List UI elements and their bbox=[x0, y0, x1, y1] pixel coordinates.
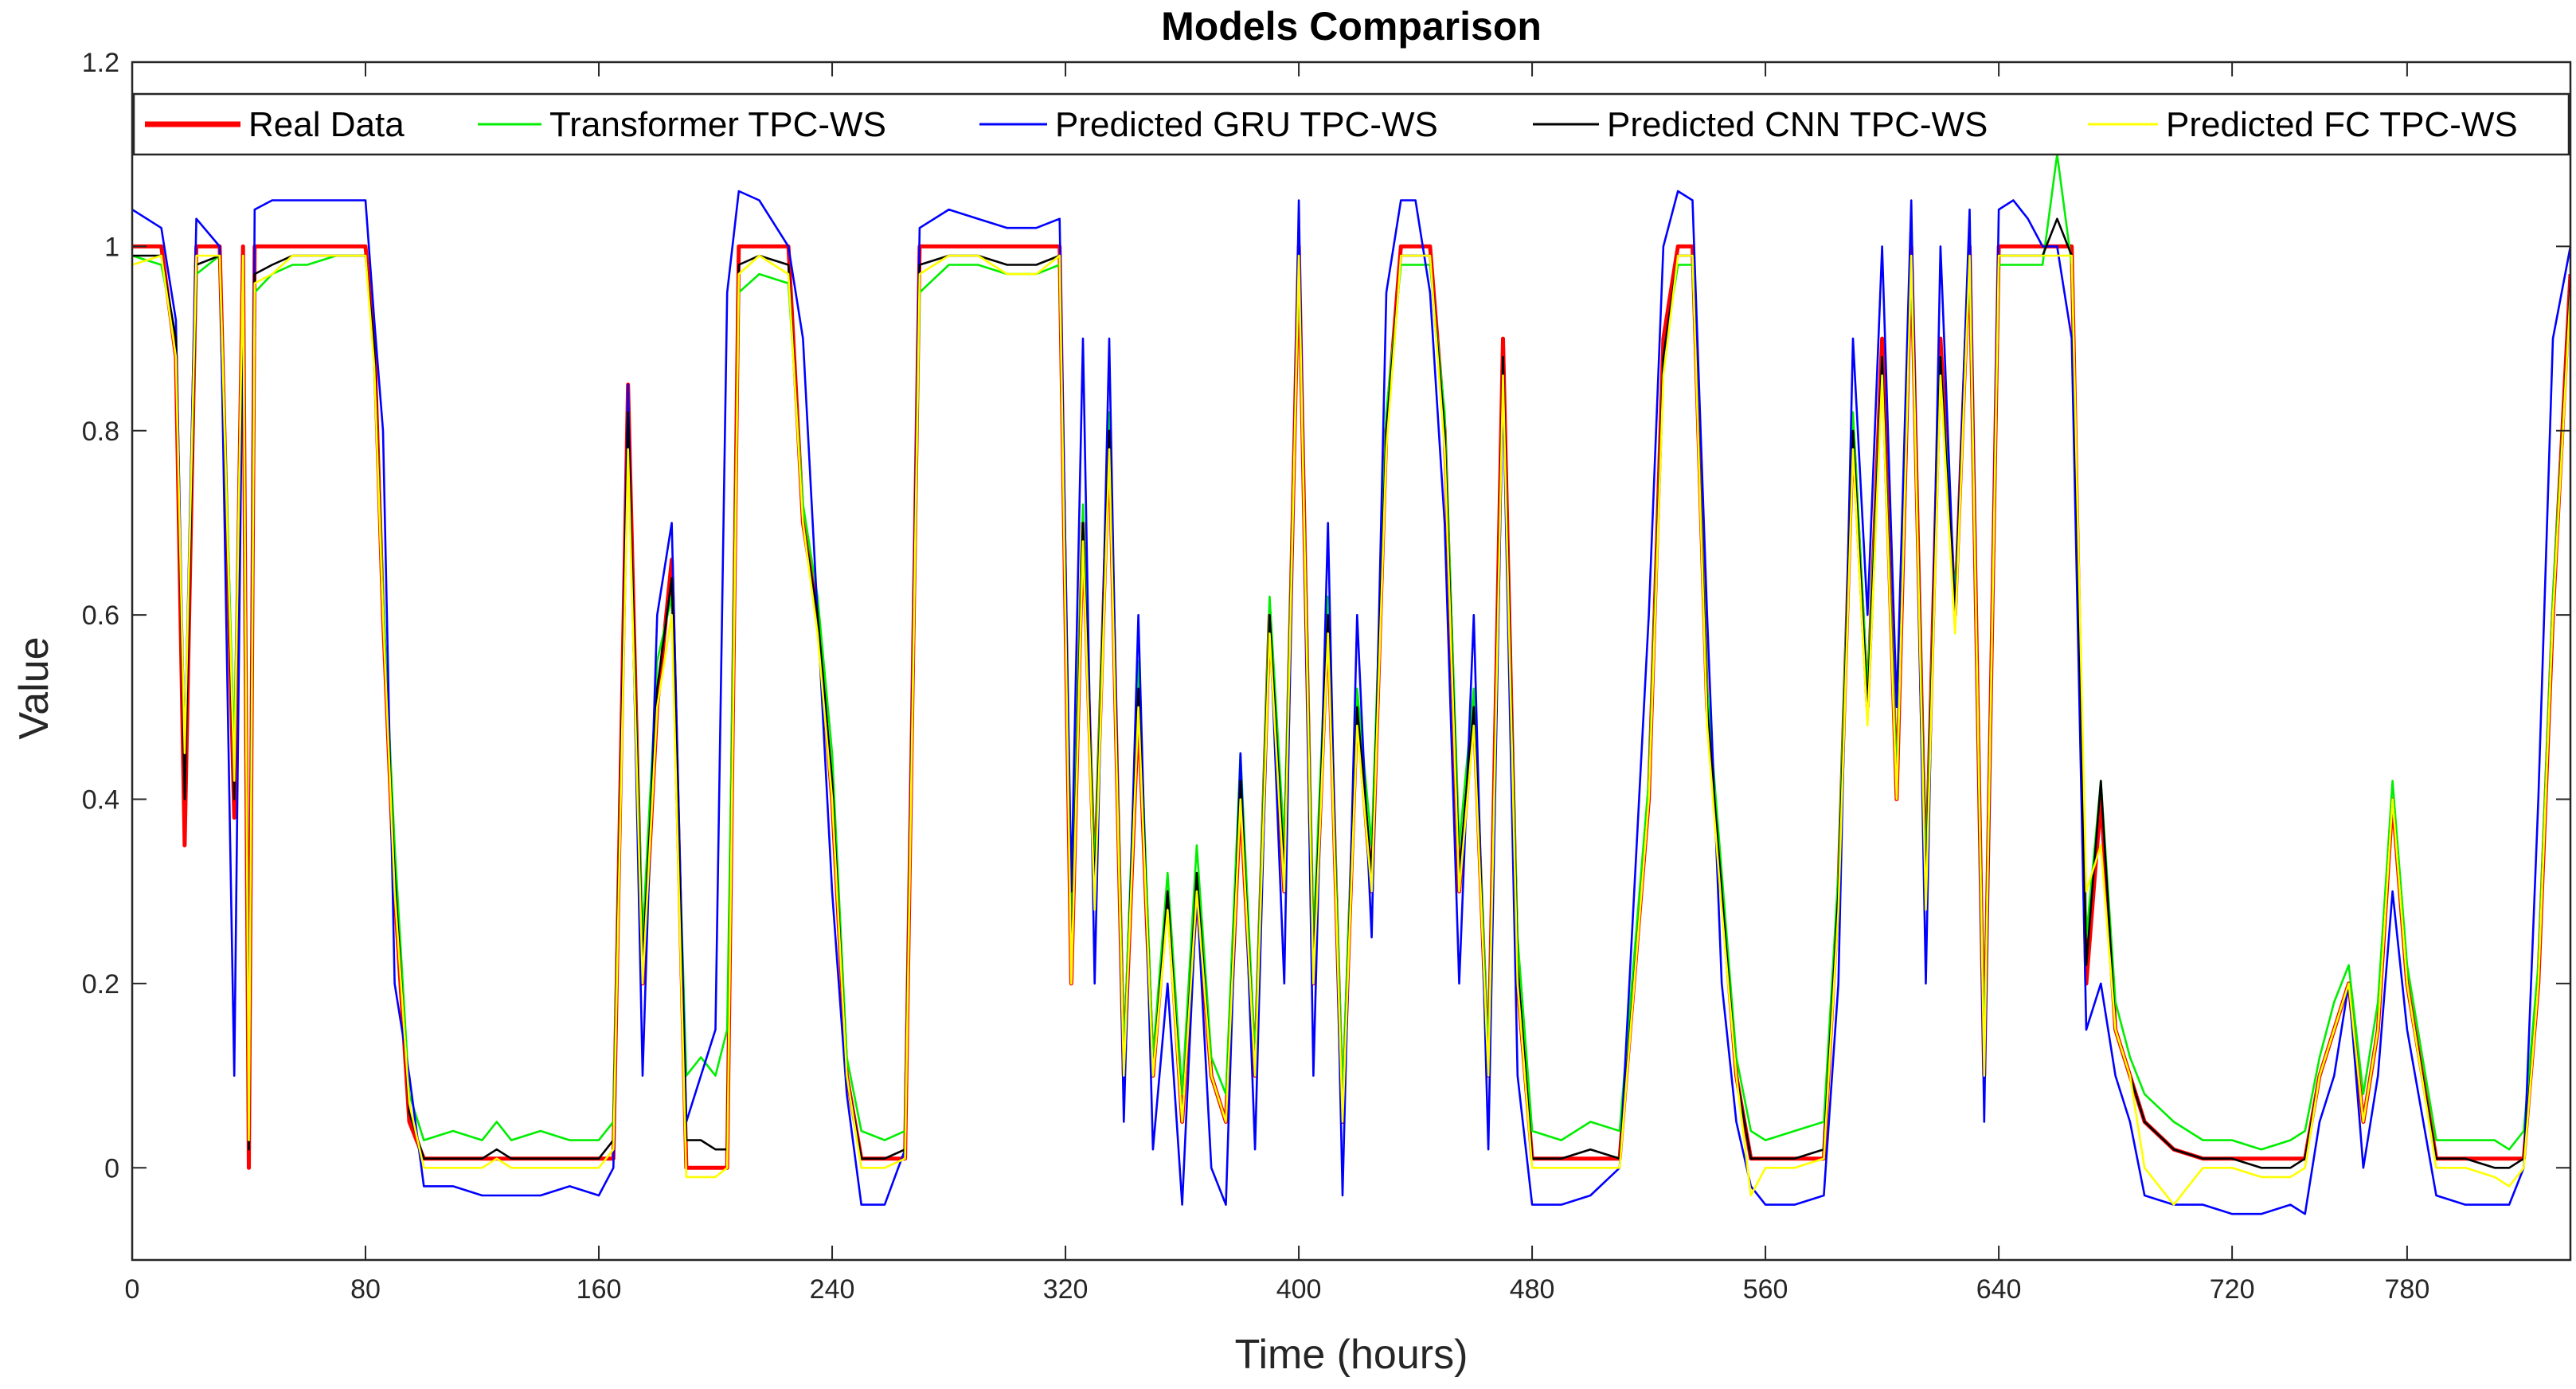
x-tick-label: 320 bbox=[1043, 1274, 1089, 1305]
legend-label-real-data: Real Data bbox=[248, 105, 405, 144]
y-tick-label: 0.6 bbox=[82, 601, 119, 631]
y-tick-label: 1 bbox=[104, 232, 119, 262]
x-tick-label: 400 bbox=[1276, 1274, 1322, 1305]
legend-label-transformer-tpc-ws: Transformer TPC-WS bbox=[549, 105, 886, 144]
x-tick-label: 0 bbox=[125, 1274, 140, 1305]
x-tick-label: 720 bbox=[2210, 1274, 2255, 1305]
x-tick-label: 560 bbox=[1743, 1274, 1788, 1305]
legend-label-predicted-cnn-tpc-ws: Predicted CNN TPC-WS bbox=[1607, 105, 1988, 144]
legend-label-predicted-fc-tpc-ws: Predicted FC TPC-WS bbox=[2166, 105, 2518, 144]
y-tick-label: 0 bbox=[104, 1153, 119, 1184]
legend: Real Data Transformer TPC-WS Predicted GRU… bbox=[132, 92, 2570, 156]
x-tick-label: 640 bbox=[1976, 1274, 2022, 1305]
plot-area-frame bbox=[131, 61, 2572, 1262]
x-tick-label: 240 bbox=[810, 1274, 855, 1305]
series-layer bbox=[132, 153, 2570, 1215]
ticks-layer: 0 80 160 240 320 400 480 560 640 720 780 0 0.2 0.4 0.6… bbox=[82, 48, 2570, 1305]
x-tick-label: 80 bbox=[350, 1274, 381, 1305]
y-tick-label: 0.8 bbox=[82, 417, 119, 447]
legend-label-predicted-gru-tpc-ws: Predicted GRU TPC-WS bbox=[1055, 105, 1438, 144]
y-tick-label: 1.2 bbox=[82, 48, 119, 78]
x-tick-label: 160 bbox=[577, 1274, 622, 1305]
chart-title: Models Comparison bbox=[1161, 4, 1542, 49]
y-tick-label: 0.4 bbox=[82, 785, 119, 816]
x-tick-label: 780 bbox=[2385, 1274, 2430, 1305]
y-tick-label: 0.2 bbox=[82, 969, 119, 1000]
series-line-predicted-fc-tpc-ws bbox=[132, 254, 2570, 1206]
y-axis-label: Value bbox=[11, 636, 57, 739]
x-axis-label: Time (hours) bbox=[1235, 1332, 1468, 1378]
x-tick-label: 480 bbox=[1510, 1274, 1555, 1305]
